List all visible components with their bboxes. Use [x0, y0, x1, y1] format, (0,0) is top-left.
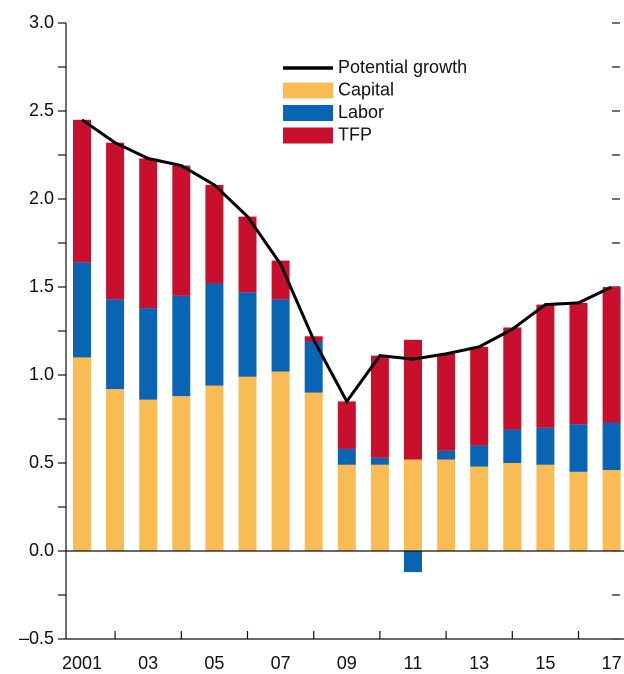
- legend-label: Capital: [338, 79, 394, 99]
- x-tick-label: 15: [535, 653, 555, 673]
- bar-segment: [172, 165, 191, 296]
- bar-segment: [337, 464, 356, 551]
- y-tick-label: 1.0: [29, 364, 54, 384]
- bar-segment: [238, 376, 257, 551]
- y-tick-label: –0.5: [19, 628, 54, 648]
- y-tick-label: 1.5: [29, 276, 54, 296]
- y-tick-label: 0.0: [29, 540, 54, 560]
- legend-label: Potential growth: [338, 57, 467, 77]
- line-series: [81, 118, 613, 405]
- bar-segment: [106, 142, 125, 300]
- bar-segment: [271, 371, 290, 551]
- x-tick-label: 09: [337, 653, 357, 673]
- bar-segment: [404, 339, 422, 460]
- bar-segment: [139, 399, 158, 551]
- bar-segment: [536, 304, 555, 428]
- bar-segment: [404, 551, 422, 573]
- bar-segment: [337, 448, 356, 465]
- bar-segment: [602, 287, 621, 423]
- bar-segment: [73, 357, 91, 551]
- x-tick-label: 17: [602, 653, 622, 673]
- legend-swatch: [283, 127, 333, 144]
- bar-segment: [437, 450, 456, 460]
- bar-segment: [271, 299, 290, 372]
- bar-segment: [271, 260, 290, 300]
- legend-label: TFP: [338, 124, 372, 144]
- bar-segment: [139, 308, 158, 400]
- bar-segment: [602, 422, 621, 471]
- bar-segment: [238, 216, 257, 293]
- bar-segment: [470, 346, 489, 446]
- bar-segment: [73, 262, 91, 358]
- bar-segment: [569, 302, 588, 425]
- bar-segment: [470, 466, 489, 551]
- x-tick-label: 03: [138, 653, 158, 673]
- bar-segment: [503, 463, 522, 551]
- bar-segment: [536, 427, 555, 465]
- x-tick-label: 11: [404, 653, 423, 673]
- x-tick-label: 07: [271, 653, 291, 673]
- y-tick-label: 2.5: [29, 100, 54, 120]
- bar-segment: [569, 424, 588, 472]
- bar-segment: [437, 459, 456, 551]
- bar-segment: [404, 459, 422, 551]
- bar-segment: [106, 299, 125, 390]
- bar-segment: [139, 158, 158, 309]
- x-tick-label: 05: [204, 653, 224, 673]
- bar-segment: [370, 355, 389, 458]
- bar-segment: [238, 292, 257, 377]
- bar-segment: [470, 445, 489, 467]
- bar-segment: [602, 470, 621, 551]
- bar-segment: [437, 353, 456, 451]
- bar-segment: [172, 396, 191, 551]
- bar-segment: [205, 184, 224, 284]
- legend-label: Labor: [338, 102, 384, 122]
- bar-segment: [172, 295, 191, 397]
- bar-segment: [337, 401, 356, 449]
- bar-segment: [304, 341, 323, 393]
- x-tick-label: 2001: [62, 653, 102, 673]
- bar-segment: [205, 385, 224, 551]
- bar-segment: [370, 457, 389, 465]
- legend-swatch: [283, 82, 333, 99]
- bar-segment: [304, 392, 323, 551]
- bar-segment: [205, 283, 224, 386]
- legend-swatch: [283, 105, 333, 121]
- bar-segment: [73, 119, 91, 263]
- bar-segment: [503, 429, 522, 463]
- x-tick-label: 13: [469, 653, 489, 673]
- bar-segment: [370, 464, 389, 551]
- bar-segment: [106, 389, 125, 551]
- y-tick-label: 3.0: [29, 12, 54, 32]
- y-tick-label: 0.5: [29, 452, 54, 472]
- bar-segment: [503, 327, 522, 430]
- bar-segment: [569, 471, 588, 551]
- bar-segment: [536, 464, 555, 551]
- y-tick-label: 2.0: [29, 188, 54, 208]
